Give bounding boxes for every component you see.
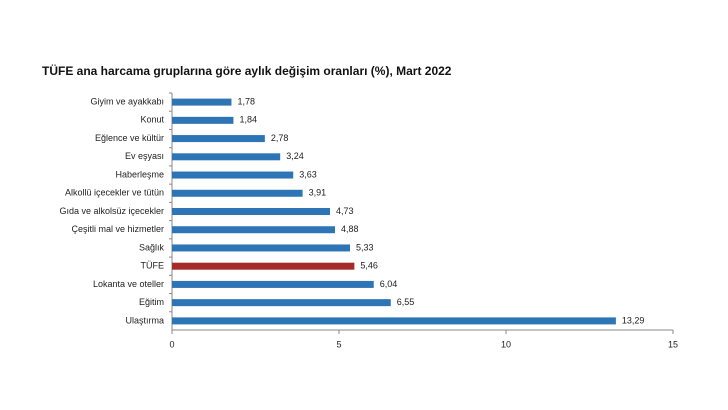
value-label: 5,46 — [360, 261, 378, 271]
bar — [172, 135, 265, 143]
bar — [172, 226, 335, 234]
x-tick-label: 0 — [169, 339, 174, 349]
x-tick-label: 10 — [501, 339, 511, 349]
bar — [172, 299, 391, 307]
y-tick-label: Ulaştırma — [125, 315, 164, 325]
x-tick-label: 5 — [336, 339, 341, 349]
value-label: 6,55 — [397, 297, 415, 307]
value-label: 6,04 — [380, 279, 398, 289]
value-label: 4,88 — [341, 224, 359, 234]
bar — [172, 171, 294, 179]
y-tick-label: Çeşitli mal ve hizmetler — [71, 224, 164, 234]
value-label: 3,24 — [286, 151, 304, 161]
y-tick-label: Ev eşyası — [125, 151, 164, 161]
y-tick-label: Alkollü içecekler ve tütün — [65, 188, 164, 198]
chart-title: TÜFE ana harcama gruplarına göre aylık d… — [42, 63, 452, 78]
bar — [172, 116, 234, 124]
bar — [172, 317, 616, 325]
value-label: 5,33 — [356, 242, 374, 252]
value-label: 13,29 — [622, 315, 645, 325]
y-tick-label: Haberleşme — [115, 169, 164, 179]
y-tick-label: Eğitim — [139, 297, 164, 307]
y-tick-label: Konut — [140, 115, 164, 125]
bar — [172, 262, 355, 270]
value-label: 2,78 — [271, 133, 289, 143]
x-tick-label: 15 — [668, 339, 678, 349]
y-tick-label: Giyim ve ayakkabı — [90, 96, 164, 106]
y-tick-label: Gıda ve alkolsüz içecekler — [59, 206, 164, 216]
value-label: 1,78 — [237, 96, 255, 106]
value-label: 1,84 — [239, 115, 257, 125]
bar — [172, 208, 330, 215]
bar — [172, 189, 303, 197]
bar — [172, 98, 232, 106]
bar — [172, 153, 281, 161]
y-tick-label: Sağlık — [139, 242, 165, 252]
value-label: 4,73 — [336, 206, 354, 216]
y-tick-label: Eğlence ve kültür — [95, 133, 164, 143]
bar — [172, 280, 374, 288]
value-label: 3,91 — [309, 188, 327, 198]
y-tick-label: TÜFE — [141, 261, 165, 271]
value-label: 3,63 — [299, 169, 317, 179]
bar — [172, 244, 351, 252]
y-tick-label: Lokanta ve oteller — [93, 279, 164, 289]
